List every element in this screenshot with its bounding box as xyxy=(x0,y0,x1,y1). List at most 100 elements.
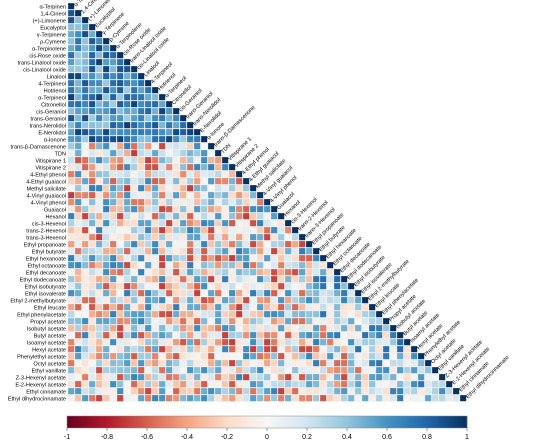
heatmap-cell xyxy=(312,261,320,269)
heatmap-cell xyxy=(158,359,166,367)
heatmap-cell xyxy=(88,289,96,297)
heatmap-cell xyxy=(95,303,103,311)
heatmap-cell xyxy=(431,387,439,395)
heatmap-cell xyxy=(256,387,264,395)
heatmap-cell xyxy=(74,149,82,157)
colorbar-segment xyxy=(151,416,154,428)
heatmap-cell xyxy=(361,317,369,325)
heatmap-cell xyxy=(179,205,187,213)
heatmap-cell xyxy=(172,261,180,269)
heatmap-cell xyxy=(207,331,215,339)
heatmap-cell xyxy=(172,156,180,164)
heatmap-cell xyxy=(333,303,341,311)
heatmap-cell xyxy=(305,310,313,318)
heatmap-cell xyxy=(95,275,103,283)
heatmap-cell xyxy=(88,233,96,241)
heatmap-cell xyxy=(242,198,250,206)
heatmap-cell xyxy=(186,275,194,283)
heatmap-cell xyxy=(158,198,166,206)
colorbar-segment xyxy=(375,416,378,428)
heatmap-cell xyxy=(172,338,180,346)
heatmap-cell xyxy=(151,121,159,129)
heatmap-cell xyxy=(67,275,75,283)
heatmap-cell xyxy=(130,240,138,248)
heatmap-cell xyxy=(284,366,292,374)
heatmap-cell xyxy=(151,142,159,150)
heatmap-cell xyxy=(102,93,110,101)
heatmap-cell xyxy=(172,268,180,276)
heatmap-cell xyxy=(81,107,89,115)
heatmap-cell xyxy=(207,240,215,248)
heatmap-cell xyxy=(179,184,187,192)
heatmap-cell xyxy=(81,16,89,24)
colorbar-segment xyxy=(461,416,464,428)
heatmap-cell xyxy=(284,331,292,339)
colorbar-segment xyxy=(173,416,176,428)
heatmap-cell xyxy=(375,373,383,381)
colorbar-tick-label: -0.2 xyxy=(221,434,233,441)
heatmap-cell xyxy=(207,219,215,227)
colorbar-segment xyxy=(361,416,364,428)
heatmap-cell xyxy=(102,212,110,220)
heatmap-cell xyxy=(228,177,236,185)
heatmap-cell xyxy=(116,72,124,80)
heatmap-cell xyxy=(123,366,131,374)
heatmap-cell xyxy=(221,170,229,178)
colorbar-segment xyxy=(261,416,264,428)
row-label: Ethyl dodecanoate xyxy=(20,277,66,283)
colorbar-segment xyxy=(97,416,100,428)
heatmap-cell xyxy=(403,366,411,374)
heatmap-cell xyxy=(144,394,152,402)
heatmap-cell xyxy=(186,394,194,402)
heatmap-cell xyxy=(151,331,159,339)
heatmap-cell xyxy=(354,387,362,395)
heatmap-cell xyxy=(312,303,320,311)
heatmap-cell xyxy=(186,289,194,297)
colorbar-segment xyxy=(149,416,152,428)
heatmap-cell xyxy=(81,142,89,150)
heatmap-cell xyxy=(361,394,369,402)
heatmap-cell xyxy=(193,324,201,332)
heatmap-cell xyxy=(193,296,201,304)
heatmap-cell xyxy=(277,303,285,311)
heatmap-cell xyxy=(431,380,439,388)
heatmap-cell xyxy=(165,198,173,206)
heatmap-cell xyxy=(305,240,313,248)
heatmap-cell xyxy=(102,156,110,164)
heatmap-cell xyxy=(74,128,82,136)
heatmap-cell xyxy=(256,233,264,241)
heatmap-cell xyxy=(144,121,152,129)
heatmap-cell xyxy=(74,219,82,227)
heatmap-cell xyxy=(389,352,397,360)
heatmap-cell xyxy=(452,394,460,402)
heatmap-cell xyxy=(95,135,103,143)
heatmap-cell xyxy=(158,303,166,311)
heatmap-cell xyxy=(137,205,145,213)
heatmap-cell xyxy=(200,380,208,388)
heatmap-cell xyxy=(298,247,306,255)
heatmap-cell xyxy=(81,282,89,290)
heatmap-cell xyxy=(277,352,285,360)
heatmap-cell xyxy=(256,394,264,402)
colorbar-tick-label: 0.6 xyxy=(382,434,392,441)
colorbar-segment xyxy=(411,416,414,428)
heatmap-cell xyxy=(144,317,152,325)
heatmap-cell xyxy=(431,373,439,381)
colorbar-segment xyxy=(385,416,388,428)
heatmap-cell xyxy=(109,233,117,241)
colorbar-segment xyxy=(363,416,366,428)
heatmap-cell xyxy=(389,331,397,339)
heatmap-cell xyxy=(67,387,75,395)
heatmap-cell xyxy=(109,394,117,402)
heatmap-cell xyxy=(144,359,152,367)
heatmap-cell xyxy=(95,184,103,192)
heatmap-cell xyxy=(249,282,257,290)
heatmap-cell xyxy=(144,324,152,332)
row-label: TDN xyxy=(55,151,67,157)
heatmap-cell xyxy=(277,275,285,283)
heatmap-cell xyxy=(382,366,390,374)
heatmap-cell xyxy=(235,254,243,262)
heatmap-cell xyxy=(270,303,278,311)
heatmap-cell xyxy=(95,37,103,45)
heatmap-cell xyxy=(130,373,138,381)
